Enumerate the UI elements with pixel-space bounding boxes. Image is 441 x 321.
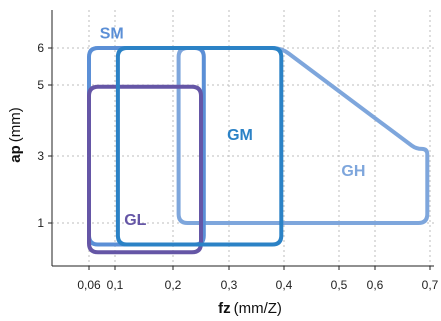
x-tick-label: 0,5 [331,278,348,292]
x-axis-title: fz (mm/Z) [218,300,282,317]
y-tick-label: 6 [37,41,44,55]
region-gh-label: GH [341,163,365,180]
x-tick-label: 0,1 [107,278,124,292]
x-axis-title-unit: (mm/Z) [234,300,282,317]
x-tick-label: 0,7 [422,278,439,292]
x-tick-label: 0,3 [221,278,238,292]
x-tick-label: 0,06 [77,278,101,292]
region-gm-label: GM [227,127,253,144]
x-tick-label: 0,4 [276,278,293,292]
region-gm-outline [115,46,284,247]
y-axis-title: ap (mm) [7,107,24,163]
x-tick-label: 0,2 [165,278,182,292]
label-layer: GH SM GL GM [100,26,366,230]
y-tick-label: 5 [37,78,44,92]
region-sm-label: SM [100,26,124,43]
x-tick-label: 0,6 [367,278,384,292]
region-layer [87,46,430,255]
y-tick-label: 1 [37,216,44,230]
tick-layer: 0,06 0,1 0,2 0,3 0,4 0,5 0,6 0,7 1 3 5 6 [37,41,438,292]
y-axis-title-unit: (mm) [7,107,24,142]
region-gl-label: GL [124,212,146,229]
region-gh-outline [176,46,430,225]
region-gl-outline [87,84,203,255]
y-tick-label: 3 [37,149,44,163]
x-axis-title-main: fz [218,300,231,317]
y-axis-title-main: ap [7,145,24,163]
